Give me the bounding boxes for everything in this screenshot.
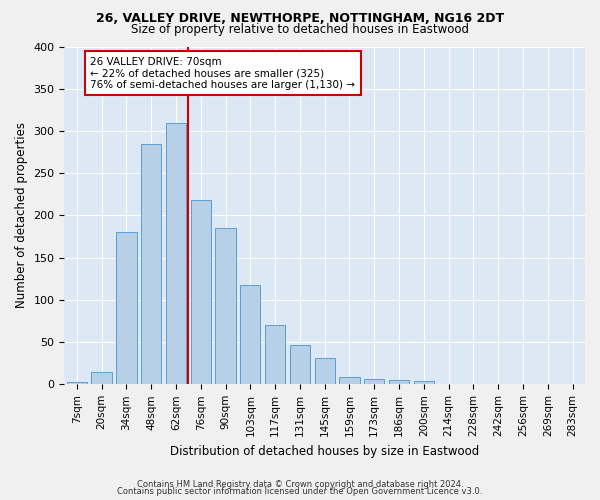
Bar	[413, 381, 434, 384]
X-axis label: Distribution of detached houses by size in Eastwood: Distribution of detached houses by size …	[170, 444, 479, 458]
Bar	[141, 144, 161, 384]
Bar	[215, 228, 236, 384]
Bar	[364, 380, 385, 384]
Bar	[166, 122, 186, 384]
Bar	[290, 346, 310, 385]
Text: 26, VALLEY DRIVE, NEWTHORPE, NOTTINGHAM, NG16 2DT: 26, VALLEY DRIVE, NEWTHORPE, NOTTINGHAM,…	[96, 12, 504, 26]
Bar	[91, 372, 112, 384]
Text: Contains HM Land Registry data © Crown copyright and database right 2024.: Contains HM Land Registry data © Crown c…	[137, 480, 463, 489]
Bar	[240, 284, 260, 384]
Bar	[314, 358, 335, 384]
Text: Size of property relative to detached houses in Eastwood: Size of property relative to detached ho…	[131, 22, 469, 36]
Text: 26 VALLEY DRIVE: 70sqm
← 22% of detached houses are smaller (325)
76% of semi-de: 26 VALLEY DRIVE: 70sqm ← 22% of detached…	[91, 56, 355, 90]
Bar	[116, 232, 137, 384]
Bar	[265, 325, 285, 384]
Text: Contains public sector information licensed under the Open Government Licence v3: Contains public sector information licen…	[118, 487, 482, 496]
Bar	[340, 376, 359, 384]
Bar	[389, 380, 409, 384]
Bar	[191, 200, 211, 384]
Bar	[67, 382, 87, 384]
Y-axis label: Number of detached properties: Number of detached properties	[15, 122, 28, 308]
